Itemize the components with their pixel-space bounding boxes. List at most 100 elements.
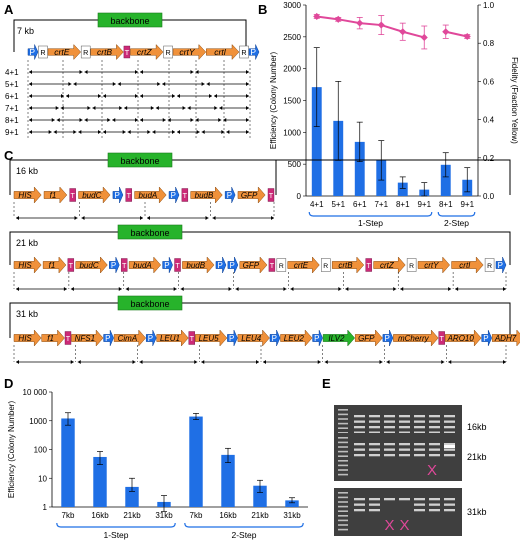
- sample-band: [384, 448, 395, 451]
- part-crti-label: crtI: [459, 261, 471, 270]
- gel-image: [334, 488, 462, 536]
- sample-band: [429, 431, 440, 434]
- sample-band: [444, 431, 455, 434]
- part-buda-label: budA: [139, 191, 158, 200]
- fragment-arrowhead: [167, 118, 194, 122]
- gel-row-label: 16kb: [467, 422, 487, 432]
- panel-d-label: D: [4, 376, 13, 391]
- fidelity-point: [420, 33, 428, 42]
- sample-band: [429, 426, 440, 429]
- y-tick-label: 3000: [283, 1, 301, 10]
- part-adh7-label: ADH7: [494, 334, 517, 343]
- part-his-label: HIS: [18, 191, 32, 200]
- fragment-arrowhead: [56, 118, 83, 122]
- part-gfp: [239, 256, 268, 274]
- part-budb: [182, 256, 215, 274]
- ladder-band: [338, 519, 348, 522]
- backbone-label: backbone: [120, 156, 159, 166]
- part-leu1-label: LEU1: [160, 334, 180, 343]
- y2-tick-label: 0.6: [483, 77, 495, 86]
- sample-band: [369, 454, 380, 457]
- part-crtz-label: crtZ: [380, 261, 395, 270]
- bar: [253, 485, 267, 507]
- part-t-label: T: [270, 261, 275, 270]
- part-r-label: R: [279, 263, 284, 270]
- sample-band: [429, 443, 440, 446]
- y2-tick-label: 1.0: [483, 1, 495, 10]
- ladder-band: [338, 501, 348, 503]
- row-label: 6+1: [5, 92, 19, 101]
- sample-band: [369, 415, 380, 418]
- gel-31kb: 31kb X X: [334, 488, 487, 536]
- panel-c-label: C: [4, 148, 14, 163]
- part-t: [438, 331, 445, 345]
- x-tick-label: 6+1: [353, 200, 367, 209]
- fidelity-point: [442, 28, 450, 36]
- x-tick-label: 9+1: [417, 200, 431, 209]
- part-p-label: P: [111, 261, 116, 270]
- sample-band: [369, 503, 380, 506]
- ladder-band: [338, 455, 348, 457]
- part-p: [168, 186, 180, 204]
- part-p: [112, 186, 124, 204]
- y-tick-label: 10: [38, 474, 47, 483]
- sample-band: [384, 420, 395, 423]
- part-budc: [75, 256, 108, 274]
- part-his: [13, 186, 42, 204]
- part-crti-label: crtI: [214, 47, 226, 57]
- part-f1-label: f1: [49, 261, 56, 270]
- sample-band: [414, 503, 425, 506]
- part-f1-label: f1: [47, 334, 54, 343]
- part-budb-label: budB: [186, 261, 205, 270]
- gel-row-label: 31kb: [467, 507, 487, 517]
- sample-band: [444, 415, 455, 418]
- sample-band: [369, 498, 380, 501]
- part-r: [484, 258, 495, 272]
- failed-lane-mark: X: [399, 517, 409, 534]
- failed-lane-mark: X: [384, 517, 394, 534]
- ladder-band: [338, 409, 348, 411]
- bar: [61, 418, 75, 507]
- part-f1: [43, 186, 68, 204]
- part-t: [267, 188, 275, 202]
- part-crte: [47, 43, 82, 61]
- sample-band: [414, 426, 425, 429]
- part-gfp: [237, 186, 266, 204]
- chart-b: 0 500 1000 1500 2000 2500 3000 0.0 0.2 0.4 0.6 0.8 1…: [269, 1, 519, 228]
- fidelity-line: [445, 30, 468, 38]
- plasmid-outline: [9, 302, 511, 338]
- sample-band: [354, 420, 365, 423]
- part-crti: [451, 256, 484, 274]
- sample-band: [429, 448, 440, 451]
- y-tick-label: 1000: [283, 128, 301, 137]
- part-crtz: [130, 43, 164, 61]
- group-label: 1-Step: [103, 530, 128, 540]
- y2-tick-label: 0.0: [483, 192, 495, 201]
- fragment-arrowhead: [223, 118, 249, 122]
- ladder-band: [338, 469, 348, 471]
- part-r-label: R: [487, 263, 492, 270]
- x-tick-label: 4+1: [310, 200, 324, 209]
- sample-band: [444, 420, 455, 423]
- part-t: [123, 45, 131, 59]
- sample-band: [354, 415, 365, 418]
- panel-e-label: E: [322, 376, 331, 391]
- part-crtb: [331, 256, 365, 274]
- part-aro10: [444, 329, 482, 347]
- part-t: [120, 258, 128, 272]
- fidelity-point: [334, 15, 342, 23]
- group-bracket: [184, 522, 304, 528]
- part-nfs1: [71, 329, 104, 347]
- bar: [221, 454, 235, 507]
- construct-size: 7 kb: [17, 26, 34, 36]
- sample-band: [444, 509, 455, 512]
- sample-band: [399, 443, 410, 446]
- group-bracket: [437, 211, 476, 217]
- fidelity-point: [377, 21, 385, 29]
- sample-band: [414, 420, 425, 423]
